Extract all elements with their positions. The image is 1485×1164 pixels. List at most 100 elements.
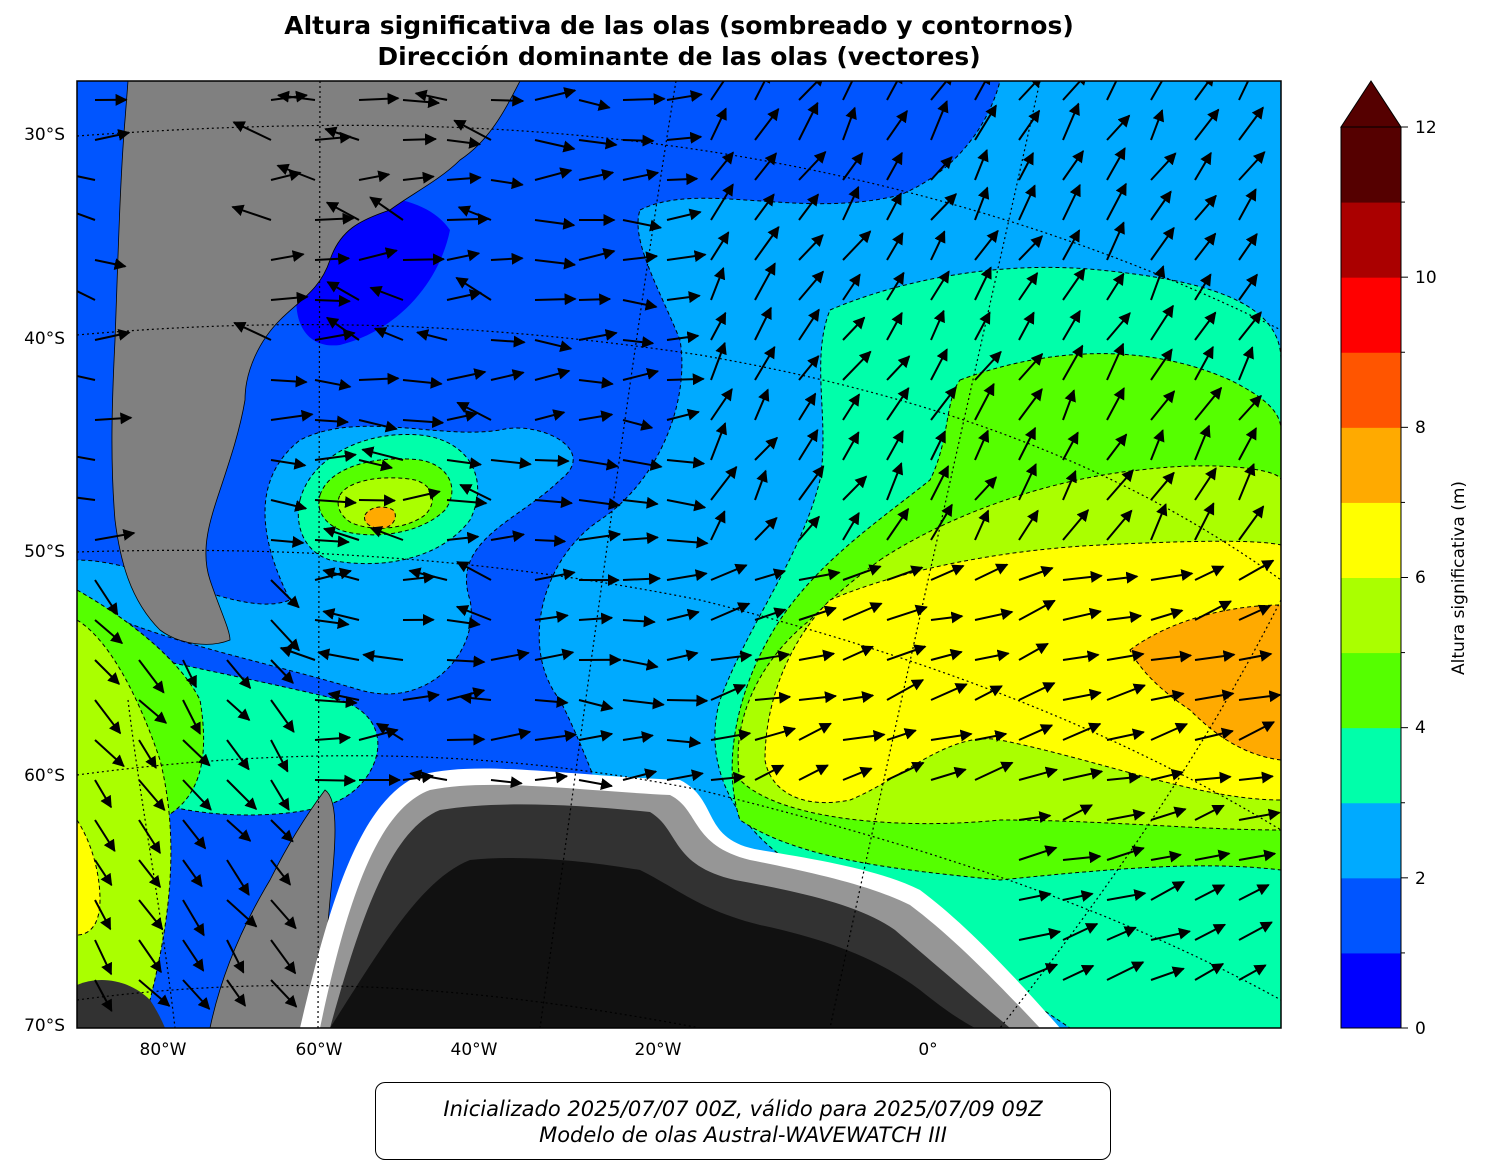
colorbar-segment bbox=[1341, 727, 1401, 804]
wave-direction-arrow bbox=[226, 979, 247, 1007]
wave-direction-arrow bbox=[710, 151, 734, 181]
wave-direction-arrow bbox=[373, 327, 404, 341]
colorbar-tick-2: 2 bbox=[1415, 869, 1426, 889]
wave-direction-arrow bbox=[226, 819, 252, 842]
wave-direction-arrow bbox=[1194, 81, 1215, 101]
wave-direction-arrow bbox=[1194, 600, 1232, 621]
run-info-init: Inicializado 2025/07/07 00Z, válido para… bbox=[443, 1097, 1043, 1121]
wave-direction-arrow bbox=[138, 819, 161, 855]
wave-direction-arrow bbox=[886, 271, 905, 301]
wave-direction-arrow bbox=[886, 110, 908, 141]
wave-direction-arrow bbox=[446, 531, 480, 544]
wave-direction-arrow bbox=[1238, 808, 1281, 821]
wave-direction-arrow bbox=[94, 659, 120, 685]
wave-direction-arrow bbox=[446, 496, 488, 509]
wave-direction-arrow bbox=[754, 262, 776, 301]
wave-direction-arrow bbox=[1194, 386, 1223, 421]
wave-direction-arrow bbox=[446, 136, 482, 149]
wave-direction-arrow bbox=[1062, 922, 1099, 941]
wave-direction-arrow bbox=[1106, 771, 1141, 784]
wave-direction-arrow bbox=[622, 419, 654, 431]
wave-direction-arrow bbox=[622, 731, 654, 743]
wave-direction-arrow bbox=[666, 769, 704, 782]
wave-direction-arrow bbox=[416, 329, 448, 341]
wave-direction-arrow bbox=[94, 129, 131, 141]
wave-direction-arrow bbox=[1062, 150, 1085, 181]
wave-direction-arrow bbox=[534, 87, 577, 101]
wave-direction-arrow bbox=[94, 979, 113, 1012]
wave-direction-arrow bbox=[270, 819, 294, 843]
wave-direction-arrow bbox=[1194, 771, 1232, 784]
wave-direction-arrow bbox=[182, 819, 207, 850]
wave-direction-arrow bbox=[453, 119, 492, 141]
wave-direction-arrow bbox=[314, 378, 352, 391]
wave-direction-arrow bbox=[457, 205, 492, 221]
title-line-1: Altura significativa de las olas (sombre… bbox=[284, 11, 1074, 40]
wave-direction-arrow bbox=[1194, 502, 1215, 541]
wave-direction-arrow bbox=[1018, 81, 1043, 101]
wave-direction-arrow bbox=[974, 81, 991, 101]
wave-direction-arrow bbox=[534, 496, 573, 509]
wave-direction-arrow bbox=[1062, 890, 1094, 902]
wave-direction-arrow bbox=[842, 431, 860, 461]
wave-zone-6-7m-west bbox=[77, 819, 101, 936]
wave-direction-arrow bbox=[1238, 273, 1258, 301]
wave-direction-arrow bbox=[1106, 926, 1137, 941]
figure-title: Altura significativa de las olas (sombre… bbox=[0, 10, 1358, 72]
colorbar-segment bbox=[1341, 202, 1401, 278]
wave-direction-arrow bbox=[94, 779, 112, 809]
antarctica-ice-corner bbox=[77, 980, 165, 1028]
wave-direction-arrow bbox=[622, 169, 660, 181]
wave-direction-arrow bbox=[1238, 151, 1266, 181]
wave-direction-arrow bbox=[77, 175, 96, 181]
wave-direction-arrow bbox=[490, 728, 532, 741]
wave-direction-arrow bbox=[754, 607, 787, 621]
wave-direction-arrow bbox=[1018, 184, 1036, 221]
wave-direction-arrow bbox=[1194, 650, 1236, 663]
colorbar-tick-10: 10 bbox=[1415, 268, 1437, 288]
wave-direction-arrow bbox=[1194, 884, 1226, 901]
wave-direction-arrow bbox=[1194, 273, 1212, 301]
wave-direction-arrow bbox=[226, 739, 250, 771]
wave-direction-arrow bbox=[622, 572, 661, 585]
wave-direction-arrow bbox=[1194, 151, 1212, 181]
wave-direction-arrow bbox=[1150, 650, 1193, 663]
lat-label-70s: 70°S bbox=[24, 1016, 65, 1036]
wave-direction-arrow bbox=[974, 509, 990, 541]
wave-direction-arrow bbox=[974, 104, 997, 141]
wave-direction-arrow bbox=[1194, 345, 1214, 381]
wave-direction-arrow bbox=[842, 152, 864, 181]
wave-direction-arrow bbox=[754, 436, 778, 461]
wave-direction-arrow bbox=[930, 648, 963, 661]
wave-direction-arrow bbox=[1150, 109, 1165, 141]
wave-direction-arrow bbox=[369, 526, 404, 541]
wave-direction-arrow bbox=[1106, 272, 1125, 301]
wave-direction-arrow bbox=[1150, 927, 1191, 941]
wave-direction-arrow bbox=[622, 615, 656, 628]
wave-direction-arrow bbox=[754, 226, 780, 261]
wave-direction-arrow bbox=[1194, 194, 1217, 221]
wave-direction-arrow bbox=[930, 156, 953, 181]
wave-direction-arrow bbox=[456, 561, 492, 581]
wave-direction-arrow bbox=[276, 163, 316, 181]
wave-direction-arrow bbox=[974, 382, 995, 421]
wave-direction-arrow bbox=[1018, 388, 1043, 421]
wave-direction-arrow bbox=[710, 81, 725, 101]
wave-direction-arrow bbox=[1106, 649, 1145, 662]
wave-direction-arrow bbox=[358, 459, 394, 472]
wave-direction-arrow bbox=[666, 736, 702, 749]
wave-direction-arrow bbox=[754, 345, 776, 381]
wave-direction-arrow bbox=[270, 457, 307, 470]
wave-direction-arrow bbox=[754, 469, 768, 501]
wave-direction-arrow bbox=[182, 979, 211, 1010]
wave-direction-arrow bbox=[270, 169, 302, 182]
wave-direction-arrow bbox=[578, 99, 611, 111]
wave-direction-arrow bbox=[358, 494, 396, 507]
wave-direction-arrow bbox=[182, 899, 205, 937]
wave-direction-arrow bbox=[409, 769, 448, 782]
wave-direction-arrow bbox=[1018, 109, 1041, 141]
wave-direction-arrow bbox=[930, 81, 954, 101]
wave-direction-arrow bbox=[94, 412, 133, 425]
wave-direction-arrow bbox=[886, 679, 925, 701]
